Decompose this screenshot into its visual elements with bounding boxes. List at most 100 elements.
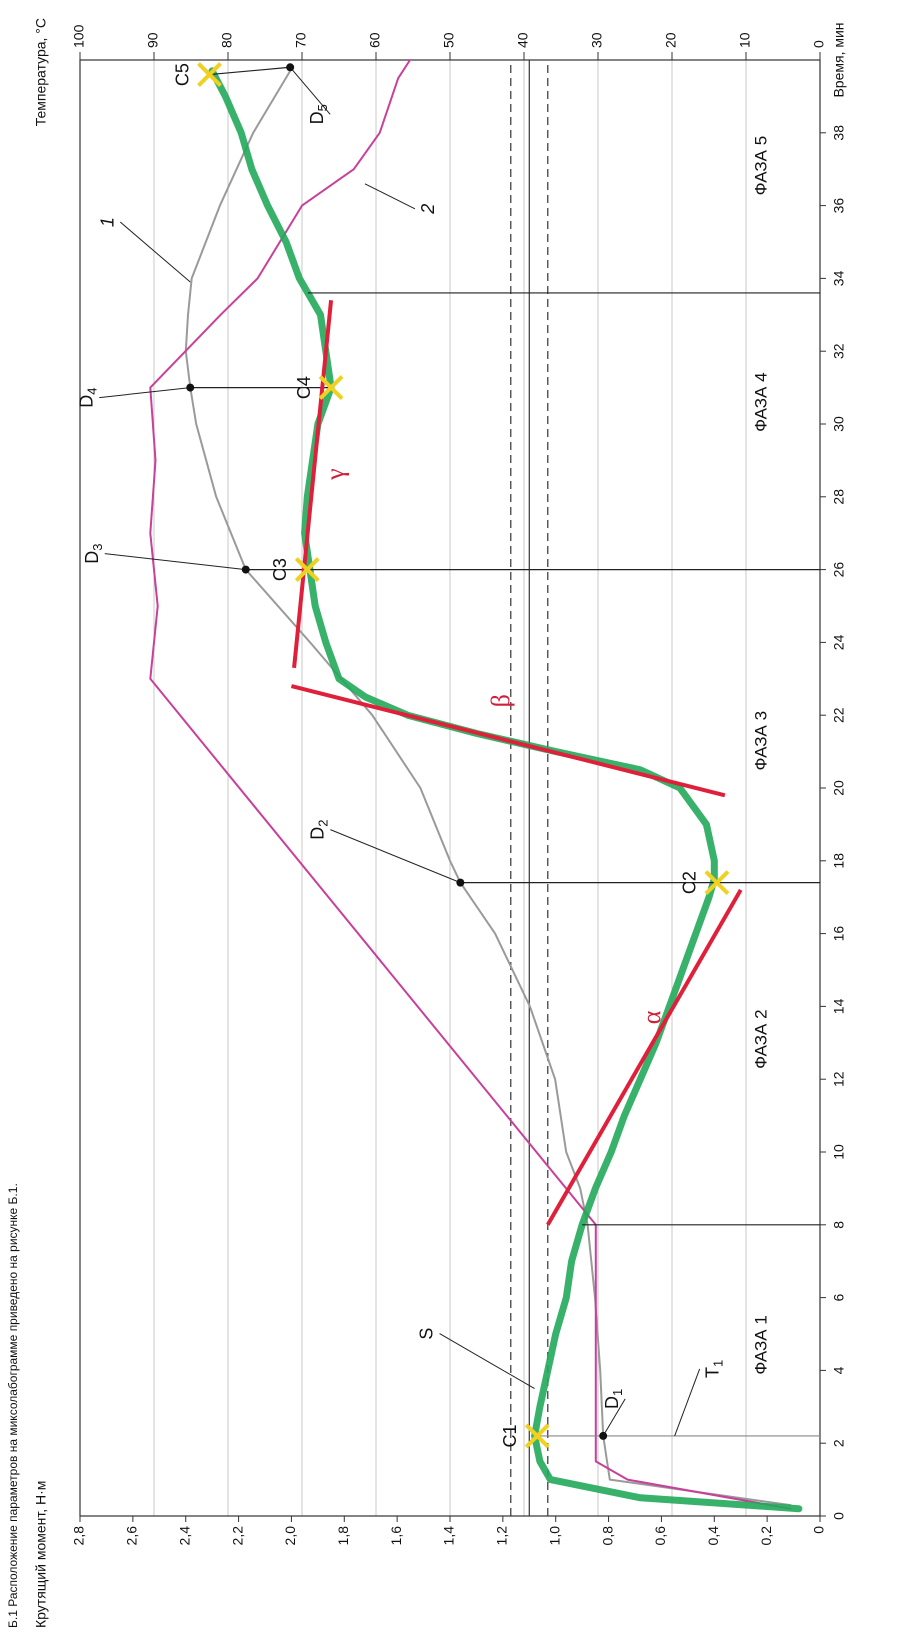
c-point [197, 62, 222, 87]
x-tick-label: 26 [831, 562, 847, 578]
d-label-main: D [307, 827, 327, 840]
annotation-leader [364, 183, 416, 210]
d-label-main: D [82, 551, 102, 564]
x-tick-label: 14 [831, 998, 847, 1014]
y-tick-label: 2,8 [71, 1526, 87, 1546]
y-tick-label: 2,0 [282, 1526, 298, 1546]
annotation-leader [439, 1333, 535, 1390]
d-label-sub: 2 [316, 820, 331, 827]
y-axis-title: Крутящий момент, Н·м [33, 1481, 49, 1628]
y-tick-label: 0,2 [758, 1526, 774, 1546]
d-label: D3 [82, 543, 106, 563]
d-point [241, 565, 250, 574]
annotation-label: S [416, 1328, 436, 1340]
x-tick-label: 34 [831, 270, 847, 286]
d-point [599, 1431, 608, 1440]
x-tick-label: 12 [831, 1071, 847, 1087]
y2-tick-label: 50 [441, 32, 457, 48]
y-tick-label: 1,4 [441, 1526, 457, 1546]
tangent-line [290, 684, 726, 798]
y2-tick-label: 90 [145, 32, 161, 48]
y2-tick-label: 40 [515, 32, 531, 48]
tangent-label: β [486, 694, 515, 707]
tangent-label: γ [321, 468, 350, 481]
annotation-label: T1 [702, 1360, 726, 1378]
temperature-curve [149, 59, 792, 1510]
annotation-label-sub: 1 [711, 1360, 726, 1367]
annotation-label-main: 2 [418, 204, 438, 215]
c-label: C1 [500, 1424, 520, 1447]
leader-line [289, 66, 331, 115]
x-tick-label: 2 [831, 1439, 847, 1447]
leader-line [330, 829, 461, 884]
x-tick-label: 18 [831, 853, 847, 869]
annotation-label-main: S [416, 1328, 436, 1340]
y-tick-label: 1,8 [335, 1526, 351, 1546]
c-label: C4 [294, 376, 314, 399]
y2-tick-label: 70 [293, 32, 309, 48]
d-label-main: D [602, 1396, 622, 1409]
d-point [186, 383, 195, 392]
x-tick-label: 16 [831, 926, 847, 942]
annotation-label-main: 1 [97, 217, 117, 227]
x-tick-label: 28 [831, 489, 847, 505]
y2-tick-label: 0 [811, 40, 827, 48]
x-tick-label: 32 [831, 343, 847, 359]
y-tick-label: 0 [811, 1526, 827, 1534]
temperature-curve [184, 69, 792, 1507]
leader-line [602, 1398, 626, 1437]
y-tick-label: 1,6 [388, 1526, 404, 1546]
c-label: C3 [270, 558, 290, 581]
y2-tick-label: 80 [219, 32, 235, 48]
x-tick-label: 36 [831, 198, 847, 214]
c-point [524, 1423, 550, 1449]
d-label: D2 [307, 820, 331, 840]
d-label: D5 [307, 104, 331, 124]
y2-tick-label: 60 [367, 32, 383, 48]
y2-tick-label: 10 [737, 32, 753, 48]
x-tick-label: 30 [831, 416, 847, 432]
annotation-leader [119, 221, 191, 283]
d-label-sub: 4 [85, 387, 100, 394]
tangent-line [292, 300, 334, 669]
x-tick-label: 38 [831, 125, 847, 141]
y-tick-label: 2,6 [124, 1526, 140, 1546]
x-tick-label: 24 [831, 634, 847, 650]
d-label-main: D [76, 395, 96, 408]
c-label: C2 [680, 871, 700, 894]
leader-line [104, 553, 246, 571]
y-tick-label: 2,2 [229, 1526, 245, 1546]
d-point [286, 63, 295, 72]
d-point [456, 878, 465, 887]
annotation-leader [674, 1368, 701, 1437]
x-tick-label: 0 [831, 1512, 847, 1520]
y-tick-label: 0,8 [599, 1526, 615, 1546]
phase-label: ФАЗА 5 [751, 136, 770, 195]
d-label: D4 [76, 387, 100, 407]
phase-label: ФАЗА 3 [751, 711, 770, 770]
phase-label: ФАЗА 4 [751, 372, 770, 431]
drop-line [209, 66, 291, 76]
y-tick-label: 2,4 [176, 1526, 192, 1546]
x-tick-label: 8 [831, 1221, 847, 1229]
rotated-plot: Б.1 Расположение параметров на миксолабо… [6, 18, 847, 1628]
y2-tick-label: 100 [71, 24, 87, 48]
y-tick-label: 1,0 [546, 1526, 562, 1546]
leader-line [99, 387, 191, 399]
phase-label: ФАЗА 1 [751, 1315, 770, 1374]
x-axis-title: Время, мин [831, 22, 847, 97]
x-tick-label: 10 [831, 1144, 847, 1160]
torque-curve [208, 67, 803, 1513]
y-tick-label: 0,4 [705, 1526, 721, 1546]
y-tick-label: 0,6 [652, 1526, 668, 1546]
plot-frame [79, 59, 821, 1517]
y2-tick-label: 20 [663, 32, 679, 48]
tangent-label: α [637, 1010, 666, 1024]
d-label: D1 [602, 1389, 626, 1409]
c-label: C5 [172, 63, 192, 86]
c-point [318, 375, 344, 401]
x-tick-label: 6 [831, 1293, 847, 1301]
y2-axis-title: Температура, °C [33, 18, 49, 126]
c-point [294, 557, 320, 583]
